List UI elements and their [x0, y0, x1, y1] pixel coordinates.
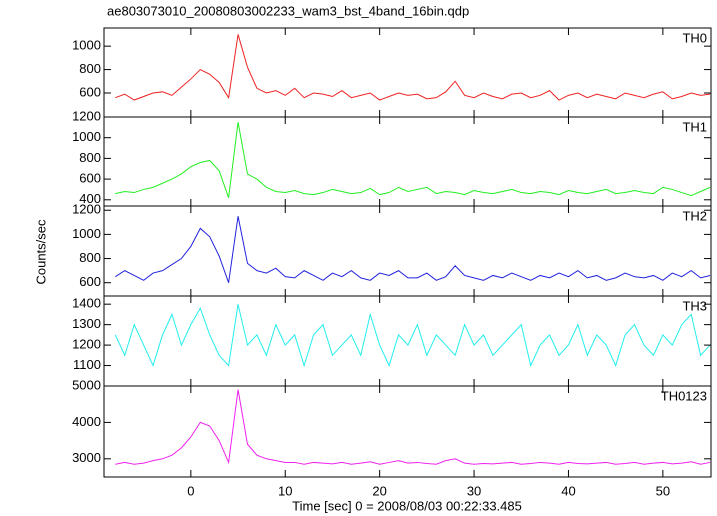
y-tick-label: 1000	[72, 226, 101, 241]
y-tick-label: 4000	[72, 414, 101, 429]
panel-frame	[103, 295, 712, 387]
panel-frame	[103, 205, 712, 297]
y-axis-label: Counts/sec	[33, 219, 48, 285]
x-tick-label: 10	[278, 483, 292, 498]
y-tick-label: 1100	[73, 357, 101, 372]
y-tick-label: 3000	[72, 450, 101, 465]
panel-label: TH3	[682, 298, 707, 313]
x-tick-label: 40	[561, 483, 575, 498]
chart-title: ae803073010_20080803002233_wam3_bst_4ban…	[107, 3, 469, 18]
panel-frame	[103, 385, 712, 478]
y-tick-label: 1200	[72, 108, 101, 123]
panel-label: TH0123	[661, 388, 707, 403]
y-tick-label: 800	[79, 150, 101, 165]
y-tick-label: 400	[79, 191, 101, 206]
y-tick-label: 1200	[72, 202, 101, 217]
panel-label: TH0	[682, 30, 707, 45]
panel-label: TH1	[682, 119, 707, 134]
y-tick-label: 1300	[72, 316, 101, 331]
y-tick-label: 800	[79, 61, 101, 76]
x-axis-label: Time [sec] 0 = 2008/08/03 00:22:33.485	[292, 498, 522, 513]
y-tick-label: 600	[79, 171, 101, 186]
y-tick-label: 1000	[72, 129, 101, 144]
y-tick-label: 600	[79, 274, 101, 289]
x-tick-label: 50	[656, 483, 670, 498]
x-tick-label: 30	[467, 483, 481, 498]
light-curve	[115, 34, 711, 101]
y-tick-label: 600	[79, 84, 101, 99]
panel-label: TH2	[682, 208, 707, 223]
x-tick-label: 20	[372, 483, 386, 498]
y-tick-label: 1200	[72, 337, 101, 352]
x-tick-label: 0	[187, 483, 194, 498]
y-tick-label: 5000	[72, 377, 101, 392]
light-curve	[115, 216, 711, 283]
light-curve	[115, 122, 711, 198]
panel-frame	[103, 27, 712, 118]
y-tick-label: 1400	[72, 296, 101, 311]
y-tick-label: 1000	[72, 38, 101, 53]
y-tick-label: 800	[79, 250, 101, 265]
light-curve	[115, 389, 711, 465]
light-curve	[114, 304, 711, 368]
